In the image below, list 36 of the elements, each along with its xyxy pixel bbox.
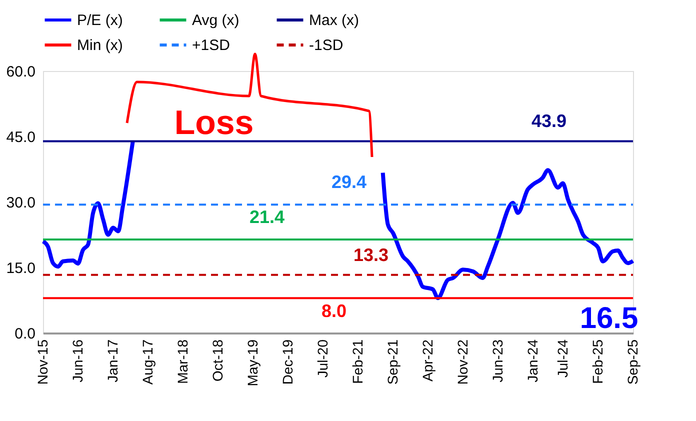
x-tick-label: Feb-25 bbox=[590, 339, 606, 384]
y-tick-label: 15.0 bbox=[6, 260, 36, 277]
x-tick-label: Aug-17 bbox=[139, 339, 156, 385]
annotation: 8.0 bbox=[321, 301, 347, 321]
x-tick-label: Oct-18 bbox=[209, 339, 226, 382]
x-tick-label: Nov-15 bbox=[34, 339, 50, 385]
legend-label: P/E (x) bbox=[77, 12, 123, 29]
annotation: 13.3 bbox=[353, 245, 389, 265]
legend-label: -1SD bbox=[309, 37, 344, 54]
x-tick-label: Sep-21 bbox=[384, 339, 401, 385]
x-tick-label: Jan-24 bbox=[524, 339, 540, 382]
y-tick-label: 30.0 bbox=[6, 194, 36, 212]
legend-label: Max (x) bbox=[309, 12, 359, 29]
annotation: 29.4 bbox=[331, 172, 367, 192]
x-tick-label: Jul-24 bbox=[554, 339, 570, 378]
legend-label: Avg (x) bbox=[192, 12, 240, 29]
x-tick-label: Mar-18 bbox=[174, 339, 190, 384]
y-tick-label: 0.0 bbox=[14, 326, 36, 342]
x-tick-label: Sep-25 bbox=[624, 339, 640, 385]
x-tick-label: Jun-16 bbox=[69, 339, 86, 382]
annotation: 43.9 bbox=[531, 111, 567, 131]
x-tick-label: Apr-22 bbox=[419, 339, 436, 382]
x-tick-label: Nov-22 bbox=[454, 339, 470, 385]
legend-label: +1SD bbox=[192, 37, 230, 54]
annotation: 21.4 bbox=[249, 207, 285, 227]
x-tick-label: Jan-17 bbox=[104, 339, 121, 382]
annotation: 16.5 bbox=[580, 302, 638, 335]
x-tick-label: Jul-20 bbox=[314, 339, 330, 378]
y-tick-label: 45.0 bbox=[6, 129, 36, 146]
x-tick-label: Jun-23 bbox=[489, 339, 506, 382]
y-tick-label: 60.0 bbox=[6, 64, 36, 80]
annotation: Loss bbox=[174, 104, 254, 142]
x-tick-label: Feb-21 bbox=[350, 339, 366, 384]
legend-label: Min (x) bbox=[77, 37, 123, 54]
x-tick-label: Dec-19 bbox=[279, 339, 296, 385]
x-tick-label: May-19 bbox=[244, 339, 260, 386]
